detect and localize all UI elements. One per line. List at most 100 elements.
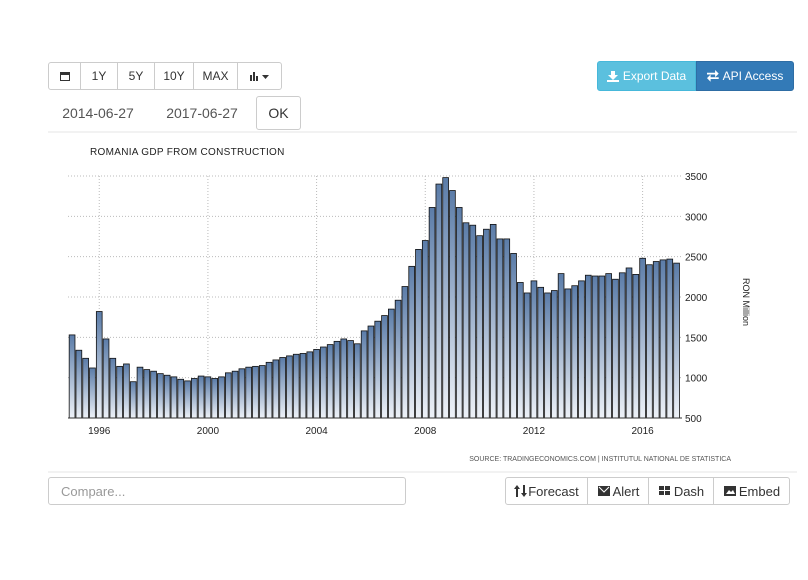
range-button[interactable]: MAX [193,62,238,90]
bar [68,334,76,419]
x-tick-label: 2004 [305,426,328,437]
bar [483,228,490,419]
bar [428,207,436,419]
bar [421,240,429,419]
bar [123,363,130,419]
bar [517,282,524,419]
bar [333,340,341,419]
bar [306,351,314,419]
bar [82,357,89,419]
start-date[interactable]: 2014-06-27 [48,96,148,130]
bar [299,353,307,419]
calendar-icon [59,72,70,81]
bar [442,177,449,419]
bar [523,292,531,419]
bar [449,190,456,419]
y-tick-label: 2000 [685,293,708,304]
bar [618,272,626,419]
y-tick-label: 2500 [685,253,708,264]
bar [381,315,388,419]
bar [252,365,259,419]
forecast-button[interactable]: Forecast [505,477,588,505]
bar [564,288,572,419]
bar [469,224,477,419]
bar [218,376,225,419]
bar [544,292,551,419]
bar [258,365,266,419]
end-date[interactable]: 2017-06-27 [152,96,252,130]
chart-title: ROMANIA GDP FROM CONSTRUCTION [90,147,285,158]
bar [75,349,83,419]
range-button[interactable]: 1Y [80,62,118,90]
bar [136,366,144,419]
y-tick-label: 3500 [685,172,708,183]
dash-label: Dash [673,483,705,499]
forecast-label: Forecast [528,483,579,499]
alert-button[interactable]: Alert [587,477,649,505]
api-button[interactable]: API Access [696,61,794,91]
x-tick-label: 2016 [631,426,654,437]
bar [652,261,660,419]
y-tick-label: 1000 [685,374,708,385]
alert-label: Alert [612,483,640,499]
sort-icon [514,485,528,497]
dash-button[interactable]: Dash [648,477,714,505]
bar [415,249,422,419]
embed-button[interactable]: Embed [713,477,790,505]
calendar-button[interactable] [48,62,81,90]
envelope-icon [597,486,610,496]
bar [571,285,578,419]
bar [551,290,558,419]
bar [462,222,470,419]
bar [102,338,110,419]
bar [313,349,320,419]
api-label: API Access [722,69,784,83]
exchange-icon [706,70,719,82]
bar [557,273,565,419]
bar [360,330,368,419]
bar [612,278,619,419]
range-button[interactable]: 5Y [117,62,155,90]
range-button[interactable]: 10Y [154,62,194,90]
compare-input[interactable]: Compare... [48,477,406,505]
bar [510,253,517,419]
bar [354,343,361,419]
bar [496,238,504,419]
bar [591,275,599,419]
x-tick-label: 1996 [88,426,111,437]
y-axis-label: RON Million [741,278,751,326]
bar [292,353,300,419]
bar [340,338,348,419]
bar [191,378,198,419]
ok-button[interactable]: OK [256,96,301,130]
chart-type-button[interactable] [237,62,282,90]
bar [388,308,395,419]
export-label: Export Data [622,69,687,83]
bar [666,258,674,419]
bar [347,340,354,419]
bar [177,378,185,419]
bar [95,311,103,419]
bar [659,259,667,419]
bar [326,344,334,419]
bar [455,207,463,419]
bar [476,235,483,419]
bar [408,265,415,419]
bar [367,325,375,419]
bar [143,369,151,419]
bar [279,357,286,419]
bar [394,299,402,419]
x-tick-label: 2008 [414,426,437,437]
bar [584,274,592,419]
bar [163,374,171,419]
y-tick-label: 3000 [685,212,708,223]
bar [632,274,640,419]
bar [435,183,443,419]
bar [646,264,653,419]
x-tick-label: 2012 [523,426,546,437]
export-button[interactable]: Export Data [597,61,696,91]
bar [197,375,205,419]
image-icon [723,486,736,496]
bar [598,275,606,419]
